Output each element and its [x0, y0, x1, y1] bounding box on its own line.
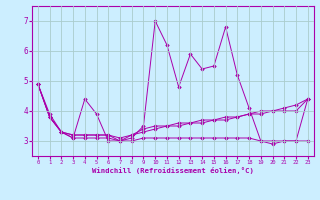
X-axis label: Windchill (Refroidissement éolien,°C): Windchill (Refroidissement éolien,°C) — [92, 167, 254, 174]
